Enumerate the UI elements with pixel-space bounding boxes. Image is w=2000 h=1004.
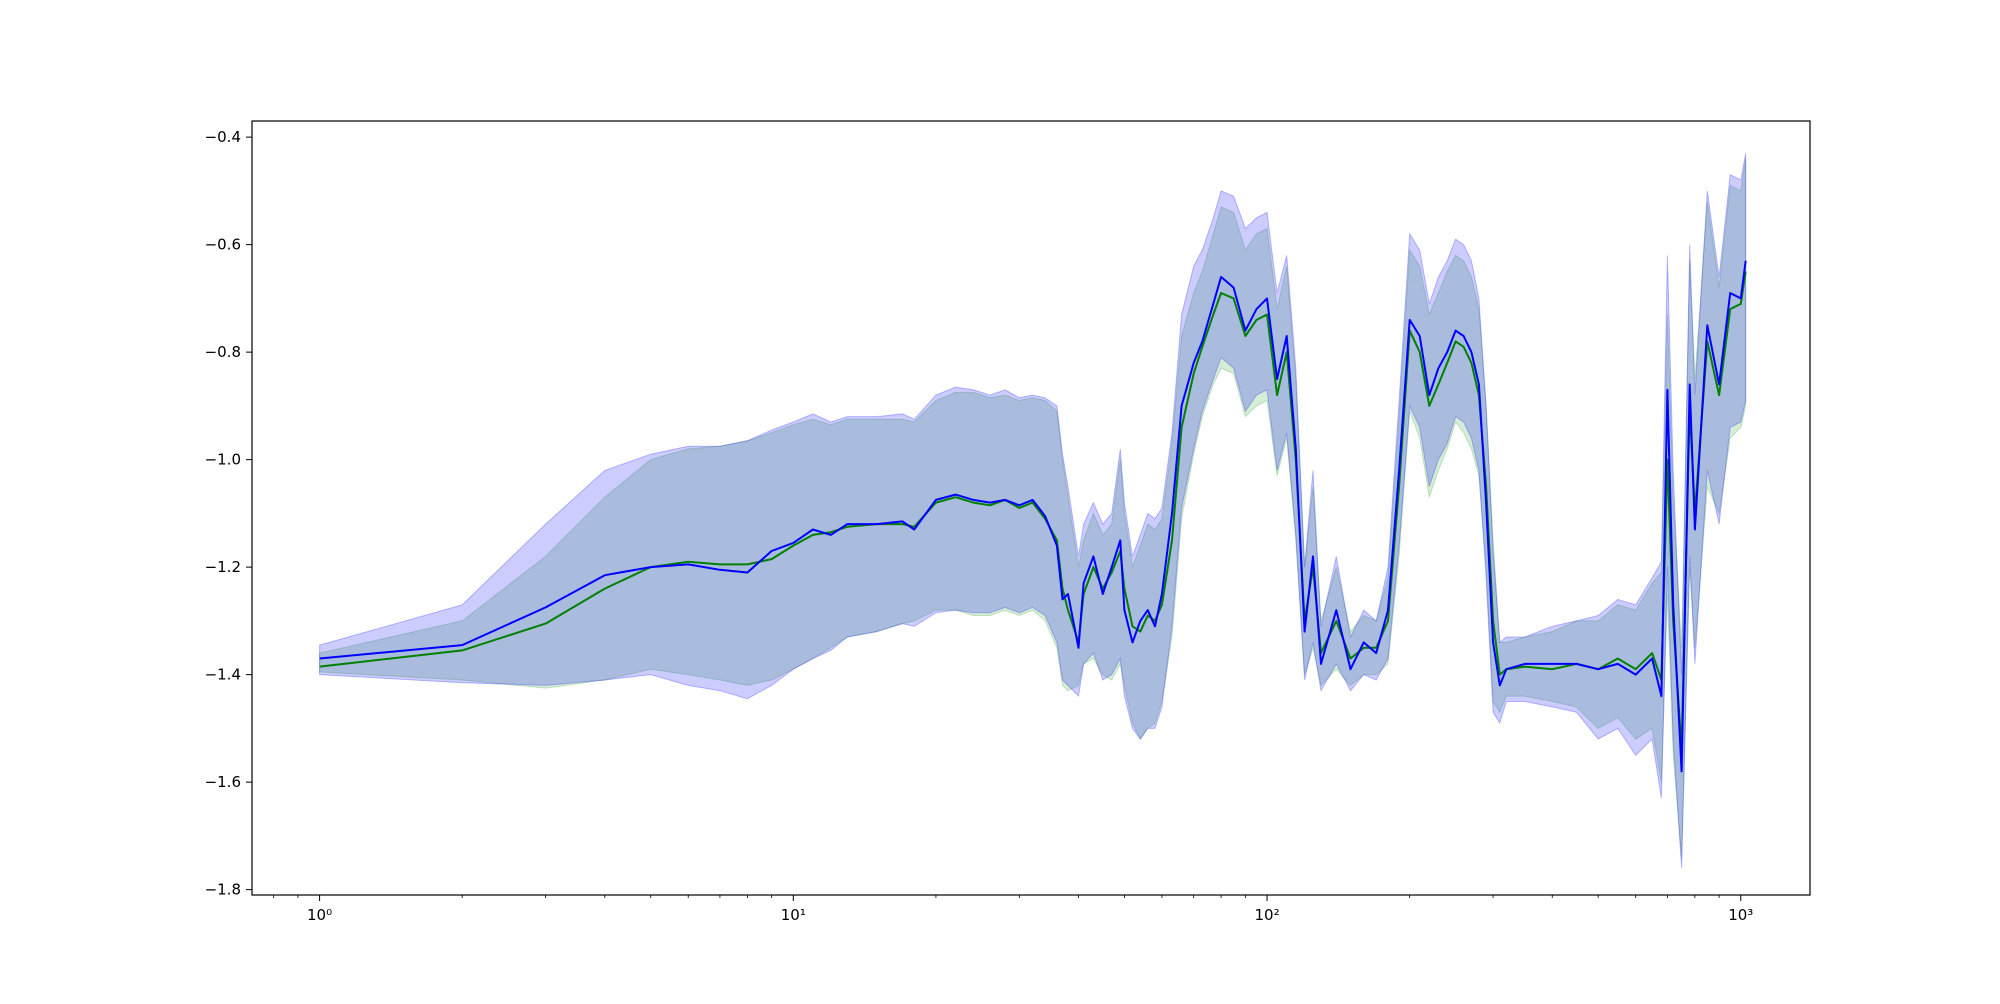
series-0-band bbox=[319, 158, 1747, 858]
series-1-band bbox=[319, 153, 1747, 869]
y-tick-label: −0.4 bbox=[205, 128, 241, 146]
y-tick-label: −1.2 bbox=[205, 558, 241, 576]
x-tick-label: 10⁰ bbox=[307, 906, 332, 924]
x-tick-label: 10³ bbox=[1728, 906, 1753, 924]
y-tick-label: −1.6 bbox=[205, 773, 241, 791]
series-1-line bbox=[319, 260, 1747, 773]
y-tick-label: −1.8 bbox=[205, 881, 241, 899]
plot-area-frame bbox=[251, 120, 1811, 896]
band-layer bbox=[319, 153, 1747, 869]
y-tick-label: −1.0 bbox=[205, 451, 241, 469]
y-tick-label: −0.8 bbox=[205, 343, 241, 361]
x-axis: 10⁰ 10¹ 10² 10³ bbox=[273, 895, 1753, 924]
y-tick-label: −1.4 bbox=[205, 666, 241, 684]
x-tick-label: 10² bbox=[1254, 906, 1279, 924]
y-axis: −0.4 −0.6 −0.8 −1.0 −1.2 −1.4 −1.6 −1.8 bbox=[205, 128, 252, 899]
x-tick-label: 10¹ bbox=[781, 906, 806, 924]
y-tick-label: −0.6 bbox=[205, 236, 241, 254]
line-layer bbox=[319, 260, 1747, 773]
